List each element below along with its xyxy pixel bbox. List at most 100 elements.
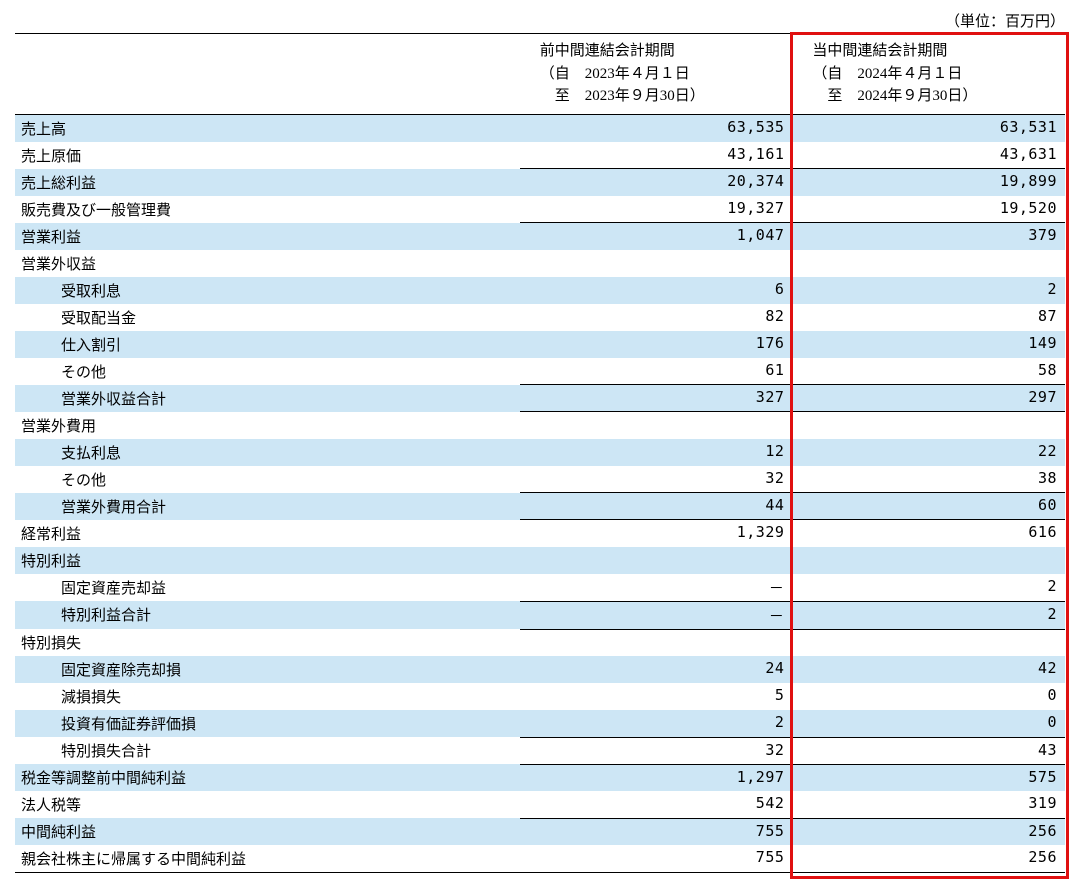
row-label: その他 <box>15 358 520 385</box>
table-row: 減損損失50 <box>15 683 1065 710</box>
table-row: 特別損失合計3243 <box>15 737 1065 764</box>
row-value-prev: 12 <box>520 439 793 466</box>
row-value-curr: 256 <box>792 845 1065 873</box>
row-label: 販売費及び一般管理費 <box>15 196 520 223</box>
row-label: 受取利息 <box>15 277 520 304</box>
row-value-prev: － <box>520 601 793 629</box>
income-statement-table: 前中間連結会計期間 （自 2023年４月１日 至 2023年９月30日） 当中間… <box>15 33 1065 873</box>
row-value-curr: 256 <box>792 818 1065 845</box>
table-row: その他6158 <box>15 358 1065 385</box>
row-value-prev: 20,374 <box>520 169 793 196</box>
row-label: 営業外費用合計 <box>15 493 520 520</box>
row-value-prev: 755 <box>520 818 793 845</box>
row-label: 親会社株主に帰属する中間純利益 <box>15 845 520 873</box>
table-row: 支払利息1222 <box>15 439 1065 466</box>
table-row: 特別利益合計－2 <box>15 601 1065 629</box>
table-row: 法人税等542319 <box>15 791 1065 818</box>
table-row: 営業利益1,047379 <box>15 223 1065 250</box>
row-value-curr: 60 <box>792 493 1065 520</box>
row-label: 経常利益 <box>15 520 520 547</box>
table-row: 営業外収益合計327297 <box>15 385 1065 412</box>
table-body: 売上高63,53563,531売上原価43,16143,631売上総利益20,3… <box>15 114 1065 873</box>
row-value-prev: 24 <box>520 656 793 683</box>
row-value-curr <box>792 250 1065 277</box>
row-value-prev: － <box>520 574 793 602</box>
row-value-prev: 2 <box>520 710 793 737</box>
row-value-prev <box>520 629 793 656</box>
row-value-curr: 2 <box>792 574 1065 602</box>
row-value-prev: 755 <box>520 845 793 873</box>
row-value-prev: 43,161 <box>520 142 793 169</box>
row-label: 法人税等 <box>15 791 520 818</box>
row-value-curr: 43,631 <box>792 142 1065 169</box>
row-value-curr: 379 <box>792 223 1065 250</box>
header-col2-line3: 至 2024年９月30日） <box>812 88 977 104</box>
row-value-prev <box>520 250 793 277</box>
row-label: 売上原価 <box>15 142 520 169</box>
row-label: 特別損失合計 <box>15 737 520 764</box>
row-value-curr <box>792 629 1065 656</box>
row-value-prev: 61 <box>520 358 793 385</box>
header-col1: 前中間連結会計期間 （自 2023年４月１日 至 2023年９月30日） <box>520 34 793 115</box>
header-col2-line1: 当中間連結会計期間 <box>812 43 947 59</box>
row-value-prev <box>520 547 793 574</box>
row-value-prev: 1,329 <box>520 520 793 547</box>
row-value-prev: 176 <box>520 331 793 358</box>
row-label: 中間純利益 <box>15 818 520 845</box>
row-value-curr <box>792 412 1065 439</box>
table-row: 売上原価43,16143,631 <box>15 142 1065 169</box>
table-row: 特別損失 <box>15 629 1065 656</box>
table-row: その他3238 <box>15 466 1065 493</box>
unit-label: （単位：百万円） <box>15 10 1065 31</box>
table-row: 受取配当金8287 <box>15 304 1065 331</box>
row-value-prev: 542 <box>520 791 793 818</box>
row-label: 営業外収益 <box>15 250 520 277</box>
row-value-curr: 22 <box>792 439 1065 466</box>
row-value-curr: 149 <box>792 331 1065 358</box>
row-value-curr <box>792 547 1065 574</box>
row-value-curr: 297 <box>792 385 1065 412</box>
table-row: 営業外費用 <box>15 412 1065 439</box>
row-label: 特別損失 <box>15 629 520 656</box>
row-value-prev: 82 <box>520 304 793 331</box>
row-value-curr: 43 <box>792 737 1065 764</box>
header-col2-line2: （自 2024年４月１日 <box>812 66 962 82</box>
row-value-curr: 38 <box>792 466 1065 493</box>
row-label: 営業利益 <box>15 223 520 250</box>
row-value-prev: 32 <box>520 466 793 493</box>
table-row: 営業外収益 <box>15 250 1065 277</box>
row-label: 支払利息 <box>15 439 520 466</box>
row-label: 売上高 <box>15 114 520 142</box>
table-row: 中間純利益755256 <box>15 818 1065 845</box>
header-col1-line2: （自 2023年４月１日 <box>540 66 690 82</box>
row-label: 固定資産売却益 <box>15 574 520 602</box>
row-value-prev: 32 <box>520 737 793 764</box>
row-label: 仕入割引 <box>15 331 520 358</box>
row-label: 固定資産除売却損 <box>15 656 520 683</box>
row-label: 売上総利益 <box>15 169 520 196</box>
table-row: 税金等調整前中間純利益1,297575 <box>15 764 1065 791</box>
row-value-curr: 0 <box>792 683 1065 710</box>
table-row: 経常利益1,329616 <box>15 520 1065 547</box>
row-label: 減損損失 <box>15 683 520 710</box>
header-col1-line1: 前中間連結会計期間 <box>540 43 675 59</box>
row-label: 特別利益 <box>15 547 520 574</box>
row-value-curr: 19,899 <box>792 169 1065 196</box>
table-row: 親会社株主に帰属する中間純利益755256 <box>15 845 1065 873</box>
row-label: 特別利益合計 <box>15 601 520 629</box>
table-row: 固定資産売却益－2 <box>15 574 1065 602</box>
row-value-prev <box>520 412 793 439</box>
row-value-prev: 19,327 <box>520 196 793 223</box>
table-wrapper: 前中間連結会計期間 （自 2023年４月１日 至 2023年９月30日） 当中間… <box>15 33 1065 873</box>
row-label: 営業外収益合計 <box>15 385 520 412</box>
table-row: 販売費及び一般管理費19,32719,520 <box>15 196 1065 223</box>
row-label: 税金等調整前中間純利益 <box>15 764 520 791</box>
table-row: 受取利息62 <box>15 277 1065 304</box>
table-row: 仕入割引176149 <box>15 331 1065 358</box>
row-value-curr: 616 <box>792 520 1065 547</box>
row-label: 受取配当金 <box>15 304 520 331</box>
row-value-curr: 2 <box>792 601 1065 629</box>
header-col2: 当中間連結会計期間 （自 2024年４月１日 至 2024年９月30日） <box>792 34 1065 115</box>
row-value-prev: 1,047 <box>520 223 793 250</box>
row-value-prev: 44 <box>520 493 793 520</box>
